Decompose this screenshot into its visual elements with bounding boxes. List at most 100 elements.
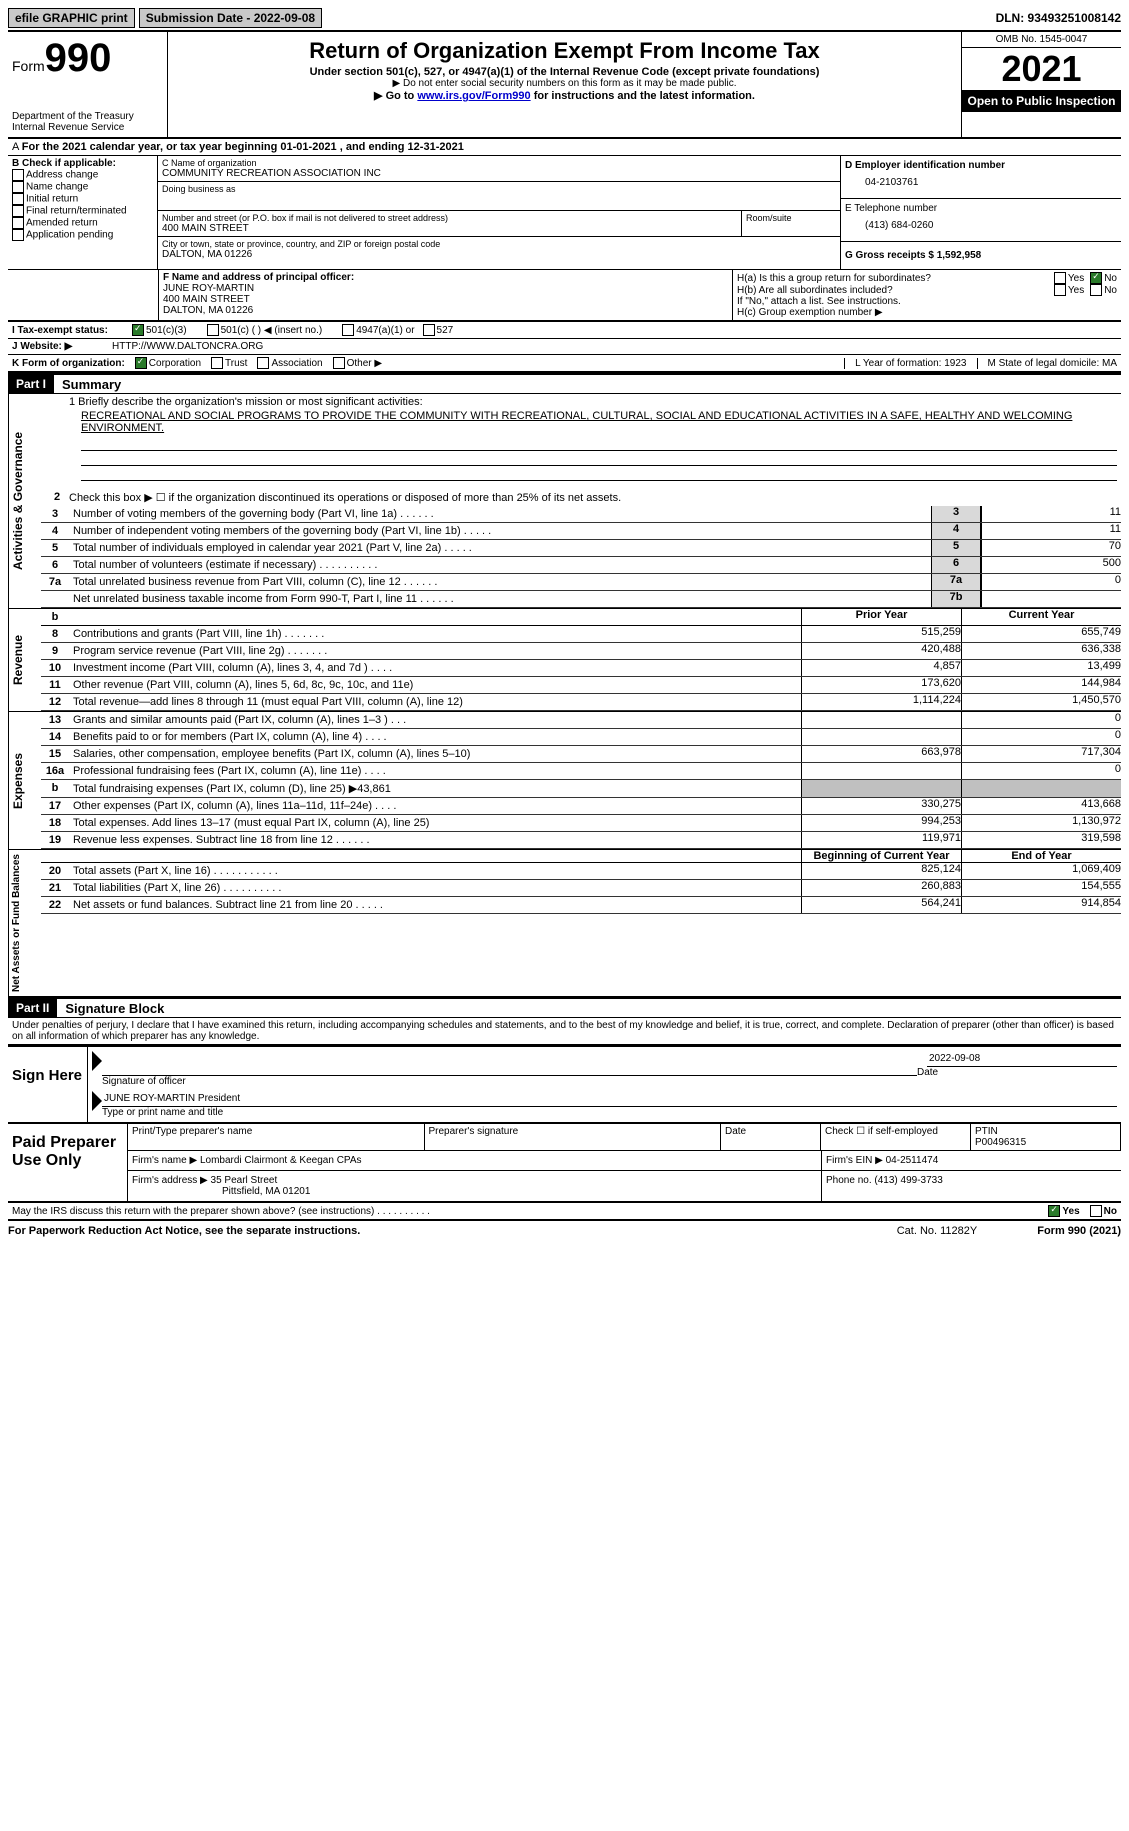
col-current: Current Year <box>961 609 1121 625</box>
hc-label: H(c) Group exemption number ▶ <box>737 307 1117 318</box>
chk-501c3[interactable] <box>132 324 144 336</box>
room-label: Room/suite <box>742 211 840 236</box>
line2: Check this box ▶ ☐ if the organization d… <box>69 491 621 504</box>
col-prior: Prior Year <box>801 609 961 625</box>
part2-header: Part II Signature Block <box>8 997 1121 1018</box>
firm-name: Lombardi Clairmont & Keegan CPAs <box>200 1155 362 1166</box>
name-label: Type or print name and title <box>102 1107 1117 1118</box>
g-label: G Gross receipts $ 1,592,958 <box>845 250 1117 261</box>
ha-no[interactable] <box>1090 272 1102 284</box>
section-d-e-g: D Employer identification number 04-2103… <box>841 156 1121 269</box>
form-word: Form <box>12 58 45 74</box>
header-sub1: Under section 501(c), 527, or 4947(a)(1)… <box>172 66 957 78</box>
website: HTTP://WWW.DALTONCRA.ORG <box>112 341 263 352</box>
ha-yes[interactable] <box>1054 272 1066 284</box>
year-formation: L Year of formation: 1923 <box>844 358 976 369</box>
d-label: D Employer identification number <box>845 160 1117 171</box>
preparer-block: Paid Preparer Use Only Print/Type prepar… <box>8 1122 1121 1203</box>
c-label: C Name of organization <box>162 158 836 168</box>
firm-addr2: Pittsfield, MA 01201 <box>222 1186 310 1197</box>
dln-label: DLN: 93493251008142 <box>996 11 1121 25</box>
officer-addr1: 400 MAIN STREET <box>163 294 728 305</box>
section-f-h: F Name and address of principal officer:… <box>8 270 1121 321</box>
chk-trust[interactable] <box>211 357 223 369</box>
revenue-section: Revenue b Prior Year Current Year 8Contr… <box>8 608 1121 711</box>
header-sub2: ▶ Do not enter social security numbers o… <box>172 78 957 89</box>
part1-header: Part I Summary <box>8 373 1121 394</box>
chk-4947[interactable] <box>342 324 354 336</box>
net-section: Net Assets or Fund Balances Beginning of… <box>8 849 1121 997</box>
firm-ein: 04-2511474 <box>886 1155 939 1166</box>
section-b-left: B Check if applicable: Address change Na… <box>8 156 158 269</box>
rev-vlabel: Revenue <box>8 609 41 711</box>
net-vlabel: Net Assets or Fund Balances <box>8 850 41 996</box>
line-i: I Tax-exempt status: 501(c)(3) 501(c) ( … <box>8 321 1121 339</box>
line-j: J Website: ▶ HTTP://WWW.DALTONCRA.ORG <box>8 339 1121 355</box>
efile-button[interactable]: efile GRAPHIC print <box>8 8 135 28</box>
chk-amended[interactable] <box>12 217 24 229</box>
col-begin: Beginning of Current Year <box>801 850 961 862</box>
expenses-section: Expenses 13Grants and similar amounts pa… <box>8 711 1121 849</box>
declaration: Under penalties of perjury, I declare th… <box>8 1018 1121 1045</box>
col-end: End of Year <box>961 850 1121 862</box>
form-title: Return of Organization Exempt From Incom… <box>172 38 957 64</box>
chk-527[interactable] <box>423 324 435 336</box>
form-header: Form990 Department of the Treasury Inter… <box>8 32 1121 139</box>
irs-link[interactable]: www.irs.gov/Form990 <box>417 90 530 102</box>
phone: (413) 684-0260 <box>845 214 1117 237</box>
b-label: B Check if applicable: <box>12 158 153 169</box>
open-public-badge: Open to Public Inspection <box>962 90 1121 112</box>
hb-label: H(b) Are all subordinates included? <box>737 285 1054 296</box>
hb-yes[interactable] <box>1054 284 1066 296</box>
hb-no[interactable] <box>1090 284 1102 296</box>
sig-officer-label: Signature of officer <box>102 1076 917 1087</box>
chk-name[interactable] <box>12 181 24 193</box>
chk-pending[interactable] <box>12 229 24 241</box>
dba-label: Doing business as <box>162 184 836 194</box>
goto-pre: ▶ Go to <box>374 90 417 102</box>
sig-date: 2022-09-08 <box>927 1051 1117 1067</box>
chk-final[interactable] <box>12 205 24 217</box>
exp-vlabel: Expenses <box>8 712 41 849</box>
section-b-grid: B Check if applicable: Address change Na… <box>8 156 1121 270</box>
org-name: COMMUNITY RECREATION ASSOCIATION INC <box>162 168 836 179</box>
ein: 04-2103761 <box>845 171 1117 194</box>
line-k: K Form of organization: Corporation Trus… <box>8 355 1121 373</box>
footer: For Paperwork Reduction Act Notice, see … <box>8 1221 1121 1237</box>
officer-name: JUNE ROY-MARTIN <box>163 283 728 294</box>
chk-assoc[interactable] <box>257 357 269 369</box>
discuss-no[interactable] <box>1090 1205 1102 1217</box>
gov-vlabel: Activities & Governance <box>8 394 41 608</box>
firm-phone: (413) 499-3733 <box>874 1175 942 1186</box>
street: 400 MAIN STREET <box>162 223 737 234</box>
top-bar: efile GRAPHIC print Submission Date - 20… <box>8 8 1121 32</box>
street-label: Number and street (or P.O. box if mail i… <box>162 213 737 223</box>
sign-here-block: Sign Here Signature of officer 2022-09-0… <box>8 1045 1121 1122</box>
hb-note: If "No," attach a list. See instructions… <box>737 296 1117 307</box>
chk-initial[interactable] <box>12 193 24 205</box>
form-number: 990 <box>45 36 112 80</box>
e-label: E Telephone number <box>845 203 1117 214</box>
ptin: P00496315 <box>975 1137 1026 1148</box>
chk-corp[interactable] <box>135 357 147 369</box>
discuss-line: May the IRS discuss this return with the… <box>8 1203 1121 1221</box>
date-label: Date <box>917 1067 1117 1078</box>
f-label: F Name and address of principal officer: <box>163 272 728 283</box>
mission-text: RECREATIONAL AND SOCIAL PROGRAMS TO PROV… <box>41 410 1121 436</box>
chk-address[interactable] <box>12 169 24 181</box>
discuss-yes[interactable] <box>1048 1205 1060 1217</box>
officer-addr2: DALTON, MA 01226 <box>163 305 728 316</box>
ha-label: H(a) Is this a group return for subordin… <box>737 273 1054 284</box>
summary-body: Activities & Governance 1 Briefly descri… <box>8 394 1121 608</box>
city: DALTON, MA 01226 <box>162 249 836 260</box>
chk-501c[interactable] <box>207 324 219 336</box>
tax-year: 2021 <box>962 48 1121 90</box>
mission-label: 1 Briefly describe the organization's mi… <box>41 394 1121 410</box>
chk-other[interactable] <box>333 357 345 369</box>
line-a: A For the 2021 calendar year, or tax yea… <box>8 139 1121 156</box>
city-label: City or town, state or province, country… <box>162 239 836 249</box>
domicile: M State of legal domicile: MA <box>977 358 1118 369</box>
omb-number: OMB No. 1545-0047 <box>962 32 1121 48</box>
section-c: C Name of organization COMMUNITY RECREAT… <box>158 156 841 269</box>
dept-label: Department of the Treasury Internal Reve… <box>12 111 163 133</box>
